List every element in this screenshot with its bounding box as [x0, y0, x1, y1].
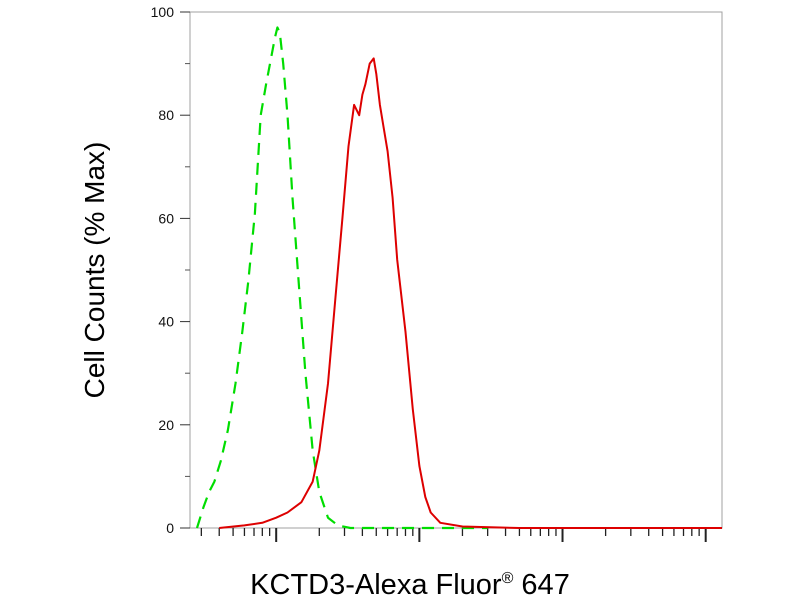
y-tick-label-20: 20: [158, 417, 174, 433]
y-axis-ticks: 0 20 40 60 80 100: [151, 4, 190, 536]
y-axis-title: Cell Counts (% Max): [79, 142, 110, 399]
y-tick-label-40: 40: [158, 314, 174, 330]
x-axis-title-suffix: 647: [513, 569, 569, 600]
y-tick-label-80: 80: [158, 107, 174, 123]
x-axis-title: KCTD3-Alexa Fluor® 647: [250, 569, 570, 600]
y-tick-label-0: 0: [166, 520, 174, 536]
series-line-dashed-green: [195, 26, 488, 530]
x-axis-ticks: [200, 528, 707, 542]
x-axis-title-registered-mark: ®: [502, 570, 514, 587]
y-tick-label-100: 100: [151, 4, 175, 20]
plot-frame: [189, 11, 723, 529]
histogram-series: [195, 26, 722, 530]
series-line-solid-red: [219, 57, 722, 529]
x-axis-title-main: KCTD3-Alexa Fluor: [250, 569, 502, 600]
y-tick-label-60: 60: [158, 210, 174, 226]
